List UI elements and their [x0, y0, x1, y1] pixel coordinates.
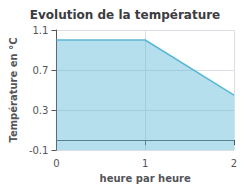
svg-text:1.1: 1.1	[33, 25, 49, 36]
svg-text:0.7: 0.7	[33, 65, 49, 76]
svg-text:0: 0	[53, 158, 59, 169]
svg-text:heure par heure: heure par heure	[100, 173, 191, 184]
svg-text:2: 2	[231, 158, 237, 169]
svg-text:-0.1: -0.1	[29, 145, 49, 156]
svg-text:0.3: 0.3	[33, 105, 49, 116]
svg-text:1: 1	[142, 158, 148, 169]
svg-text:Evolution de la température: Evolution de la température	[30, 8, 221, 22]
svg-text:Température en °C: Température en °C	[8, 37, 19, 142]
